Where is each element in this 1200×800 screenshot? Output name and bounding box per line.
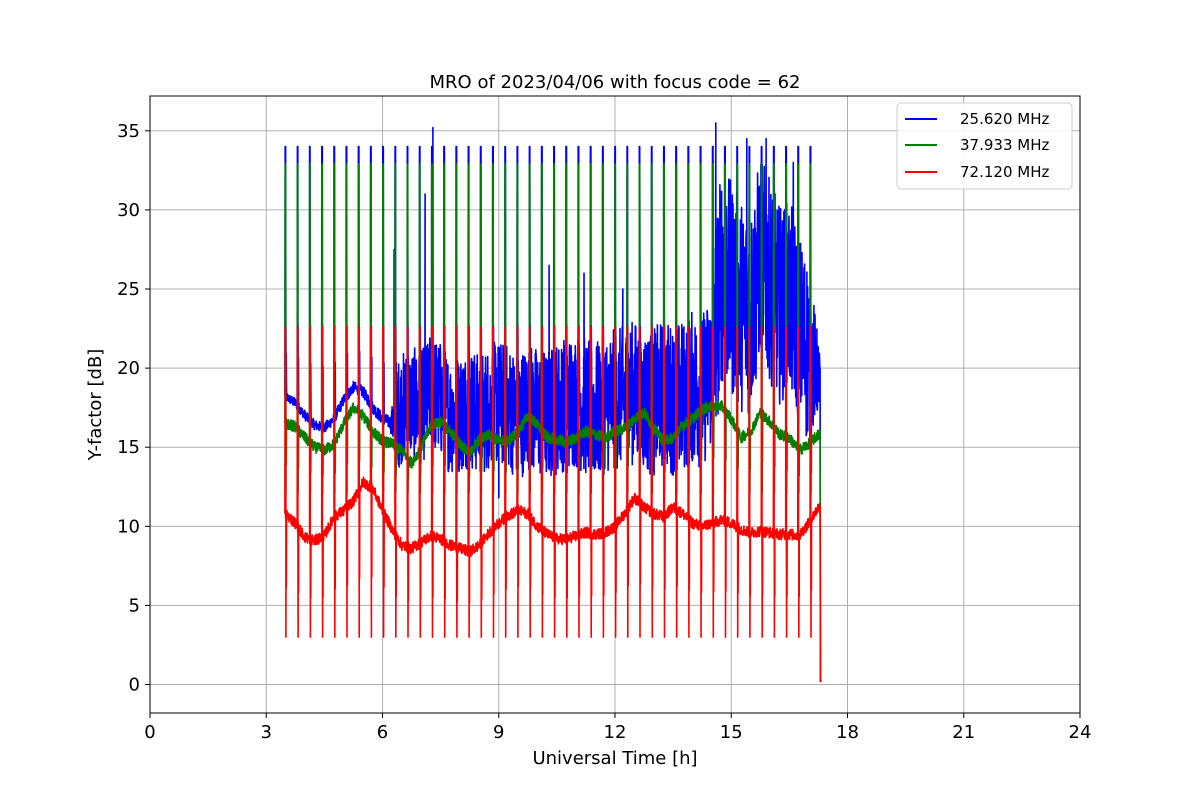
x-tick-label: 15: [720, 722, 743, 743]
legend-label-25-620: 25.620 MHz: [960, 110, 1049, 128]
chart-title: MRO of 2023/04/06 with focus code = 62: [430, 72, 801, 93]
x-tick-label: 0: [144, 722, 155, 743]
legend-box: [896, 102, 1073, 190]
y-tick-label: 5: [129, 595, 140, 616]
series-layer: [284, 122, 822, 683]
x-tick-label: 21: [952, 722, 975, 743]
x-axis: 0 3 6 9 12 15 18 21 24: [144, 713, 1091, 743]
legend-label-37-933: 37.933 MHz: [960, 136, 1049, 154]
y-tick-label: 15: [117, 437, 140, 458]
x-tick-label: 12: [604, 722, 627, 743]
y-tick-label: 35: [117, 121, 140, 142]
x-tick-label: 3: [261, 722, 272, 743]
y-tick-label: 25: [117, 279, 140, 300]
x-tick-label: 18: [836, 722, 859, 743]
x-tick-label: 6: [377, 722, 388, 743]
x-tick-label: 9: [493, 722, 504, 743]
y-tick-label: 10: [117, 516, 140, 537]
series-line-72120: [284, 326, 822, 683]
y-axis-label: Y-factor [dB]: [85, 349, 106, 462]
x-tick-label: 24: [1069, 722, 1092, 743]
legend: 25.620 MHz 37.933 MHz 72.120 MHz: [896, 102, 1073, 190]
y-tick-label: 20: [117, 358, 140, 379]
x-axis-label: Universal Time [h]: [532, 748, 697, 769]
plot-area: [284, 122, 822, 683]
y-tick-label: 0: [129, 675, 140, 696]
y-tick-label: 30: [117, 200, 140, 221]
y-axis: 0 5 10 15 20 25 30 35: [117, 121, 150, 696]
legend-label-72-120: 72.120 MHz: [960, 163, 1049, 181]
